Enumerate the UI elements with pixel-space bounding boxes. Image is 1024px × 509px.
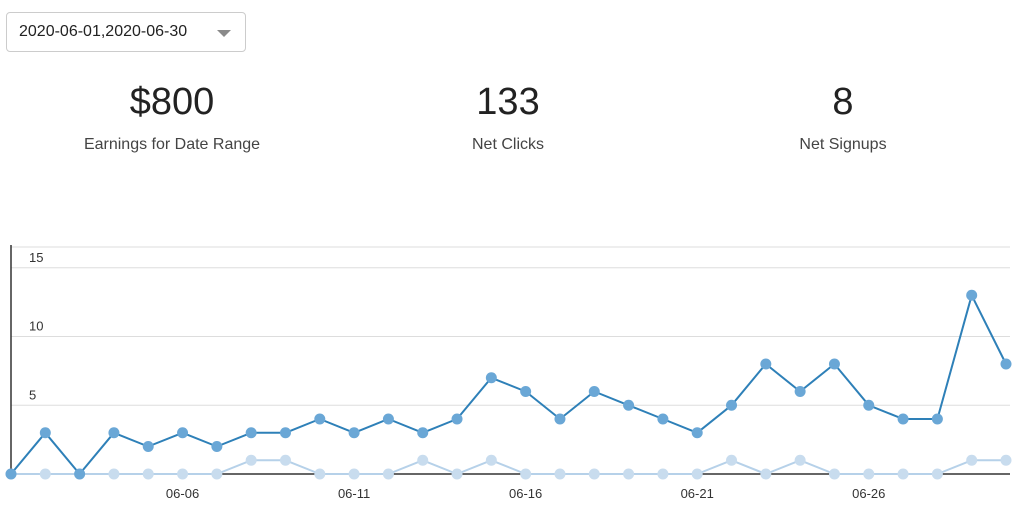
clicks-point xyxy=(382,413,394,425)
signups-point xyxy=(39,468,51,480)
earnings-value: $800 xyxy=(129,81,215,123)
clicks-point xyxy=(726,399,738,411)
signups-point xyxy=(451,468,463,480)
clicks-point xyxy=(760,358,772,370)
x-tick-label: 06-16 xyxy=(509,486,542,501)
clicks-point xyxy=(828,358,840,370)
clicks-point xyxy=(691,427,703,439)
clicks-point xyxy=(931,413,943,425)
clicks-point xyxy=(897,413,909,425)
clicks-point xyxy=(451,413,463,425)
earnings-label: Earnings for Date Range xyxy=(83,136,261,153)
signups-point xyxy=(588,468,600,480)
earnings-stat: $800 Earnings for Date Range xyxy=(42,78,302,154)
grid-lines xyxy=(11,246,1010,406)
signups-value: 8 xyxy=(832,81,854,123)
y-tick-labels: 5 10 15 xyxy=(29,250,43,403)
signups-point xyxy=(108,468,120,480)
clicks-point xyxy=(657,413,669,425)
clicks-point xyxy=(485,372,497,384)
signups-point xyxy=(142,468,154,480)
y-tick-label: 5 xyxy=(29,387,36,402)
signups-point xyxy=(1000,454,1012,466)
clicks-point xyxy=(74,468,86,480)
signups-point xyxy=(897,468,909,480)
clicks-point xyxy=(863,399,875,411)
x-tick-label: 06-21 xyxy=(681,486,714,501)
clicks-point xyxy=(177,427,189,439)
clicks-point xyxy=(314,413,326,425)
y-tick-label: 15 xyxy=(29,250,43,265)
x-tick-label: 06-11 xyxy=(338,486,370,501)
clicks-point xyxy=(348,427,360,439)
signups-point xyxy=(828,468,840,480)
signups-point xyxy=(863,468,875,480)
x-tick-labels: 06-06 06-11 06-16 06-21 06-26 xyxy=(166,486,885,501)
clicks-point xyxy=(142,441,154,452)
signups-series xyxy=(5,454,1012,480)
signups-point xyxy=(382,468,394,480)
clicks-point xyxy=(417,427,429,439)
clicks-point xyxy=(245,427,257,439)
signups-point xyxy=(520,468,532,480)
signups-point xyxy=(211,468,223,480)
signups-point xyxy=(760,468,772,480)
signups-point xyxy=(794,454,806,466)
signups-point xyxy=(177,468,189,480)
clicks-point xyxy=(39,427,51,439)
clicks-stat: 133 Net Clicks xyxy=(378,78,638,154)
series-layer xyxy=(5,289,1012,480)
clicks-point xyxy=(966,289,978,301)
clicks-point xyxy=(588,386,600,397)
clicks-line xyxy=(10,294,1007,475)
signups-point xyxy=(966,454,978,466)
clicks-point xyxy=(108,427,120,439)
signups-point xyxy=(314,468,326,480)
clicks-point xyxy=(794,386,806,397)
clicks-point xyxy=(211,441,223,452)
clicks-label: Net Clicks xyxy=(471,136,544,153)
signups-label: Net Signups xyxy=(799,136,887,153)
date-range-value: 2020-06-01,2020-06-30 xyxy=(19,23,188,40)
signups-line xyxy=(11,459,1006,475)
clicks-point xyxy=(279,427,291,439)
clicks-point xyxy=(554,413,566,425)
x-tick-label: 06-26 xyxy=(852,486,885,501)
signups-point xyxy=(417,454,429,466)
stats-summary: $800 Earnings for Date Range 133 Net Cli… xyxy=(0,78,1024,168)
clicks-series xyxy=(5,289,1012,480)
clicks-point xyxy=(623,399,635,411)
chevron-down-icon[interactable] xyxy=(217,30,231,37)
date-range-select[interactable]: 2020-06-01,2020-06-30 xyxy=(6,12,246,52)
signups-point xyxy=(245,454,257,466)
signups-stat: 8 Net Signups xyxy=(713,78,973,154)
signups-point xyxy=(657,468,669,480)
signups-point xyxy=(726,454,738,466)
signups-point xyxy=(931,468,943,480)
y-tick-label: 10 xyxy=(29,319,43,334)
signups-point xyxy=(554,468,566,480)
clicks-point xyxy=(5,468,17,480)
signups-point xyxy=(623,468,635,480)
x-tick-label: 06-06 xyxy=(166,486,199,501)
signups-point xyxy=(348,468,360,480)
signups-point xyxy=(691,468,703,480)
clicks-point xyxy=(1000,358,1012,370)
clicks-point xyxy=(520,386,532,397)
clicks-value: 133 xyxy=(476,81,540,123)
signups-point xyxy=(485,454,497,466)
signups-point xyxy=(279,454,291,466)
